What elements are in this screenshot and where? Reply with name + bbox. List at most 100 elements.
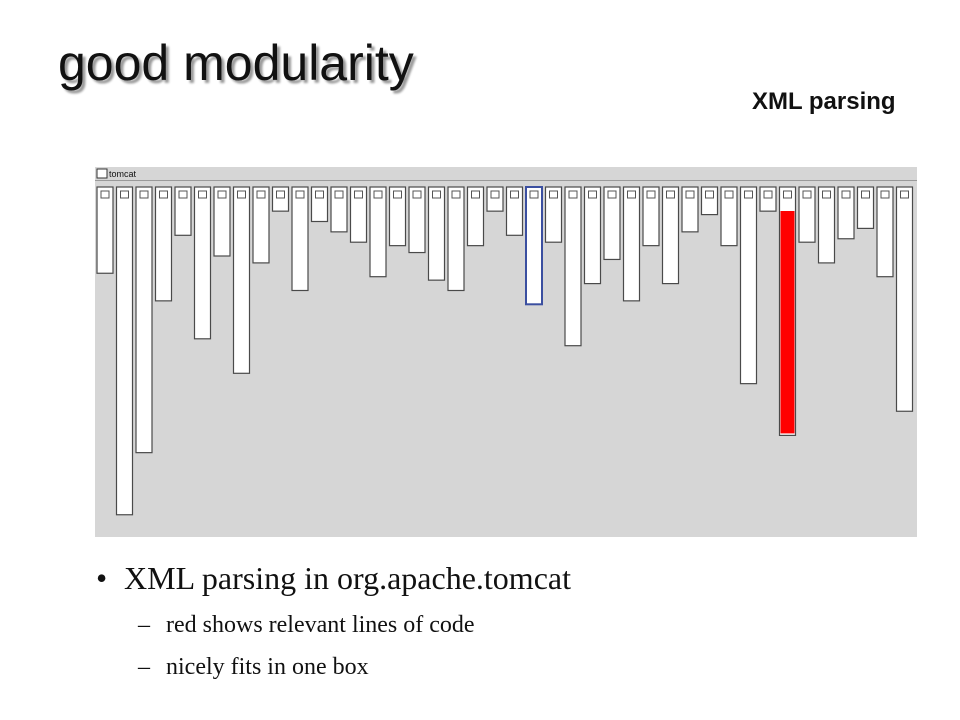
package-column[interactable] bbox=[135, 186, 153, 454]
package-folder-icon bbox=[529, 190, 539, 199]
package-bar bbox=[739, 186, 758, 385]
package-column[interactable] bbox=[856, 186, 875, 230]
package-folder-icon bbox=[471, 190, 480, 199]
package-column[interactable] bbox=[720, 186, 738, 247]
package-column[interactable] bbox=[447, 186, 465, 292]
sub-bullet: – red shows relevant lines of code bbox=[96, 610, 571, 640]
package-column[interactable] bbox=[525, 186, 543, 306]
package-bar bbox=[135, 186, 153, 454]
root-node-icon bbox=[96, 168, 108, 179]
package-column[interactable] bbox=[544, 186, 563, 243]
package-column[interactable] bbox=[388, 186, 407, 247]
package-column[interactable] bbox=[193, 186, 212, 340]
package-bar bbox=[798, 186, 816, 243]
package-folder-icon bbox=[841, 190, 851, 199]
package-bar bbox=[544, 186, 563, 243]
package-bar bbox=[525, 186, 543, 306]
package-column[interactable] bbox=[427, 186, 446, 281]
bullet-list: • XML parsing in org.apache.tomcat – red… bbox=[96, 558, 571, 682]
root-divider bbox=[95, 180, 917, 181]
package-column[interactable] bbox=[369, 186, 387, 278]
package-column[interactable] bbox=[759, 186, 777, 212]
package-column[interactable] bbox=[408, 186, 426, 254]
package-column[interactable] bbox=[271, 186, 290, 212]
package-column[interactable] bbox=[213, 186, 231, 257]
package-folder-icon bbox=[276, 190, 285, 199]
package-folder-icon bbox=[100, 190, 110, 199]
package-folder-icon bbox=[451, 190, 461, 199]
package-column[interactable] bbox=[96, 186, 114, 274]
package-bar bbox=[622, 186, 641, 302]
package-visualization: tomcat bbox=[95, 167, 917, 537]
package-column[interactable] bbox=[330, 186, 348, 233]
package-folder-icon bbox=[763, 190, 773, 199]
package-column[interactable] bbox=[876, 186, 894, 278]
package-folder-icon bbox=[822, 190, 831, 199]
sub-bullet-text: red shows relevant lines of code bbox=[166, 612, 475, 638]
package-folder-icon bbox=[393, 190, 402, 199]
package-bar bbox=[876, 186, 894, 278]
root-node-label: tomcat bbox=[109, 169, 137, 179]
package-bar bbox=[349, 186, 368, 243]
package-folder-icon bbox=[627, 190, 636, 199]
package-folder-icon bbox=[607, 190, 617, 199]
package-column[interactable] bbox=[700, 186, 719, 216]
package-bar bbox=[505, 186, 524, 236]
package-column[interactable] bbox=[603, 186, 621, 261]
package-folder-icon bbox=[237, 190, 246, 199]
package-column[interactable] bbox=[291, 186, 309, 292]
package-column[interactable] bbox=[583, 186, 602, 285]
bullet-main-text: XML parsing in org.apache.tomcat bbox=[124, 560, 571, 596]
sub-bullet-dash: – bbox=[138, 654, 150, 680]
package-folder-icon bbox=[588, 190, 597, 199]
package-folder-icon bbox=[490, 190, 500, 199]
package-folder-icon bbox=[510, 190, 519, 199]
slide-title: good modularity bbox=[58, 35, 414, 91]
package-bar bbox=[661, 186, 680, 285]
package-folder-icon bbox=[198, 190, 207, 199]
package-folder-icon bbox=[568, 190, 578, 199]
package-bar bbox=[252, 186, 270, 264]
package-column[interactable] bbox=[681, 186, 699, 233]
package-column[interactable] bbox=[115, 186, 134, 516]
package-column[interactable] bbox=[622, 186, 641, 302]
package-column[interactable] bbox=[837, 186, 855, 240]
package-column[interactable] bbox=[798, 186, 816, 243]
package-column[interactable] bbox=[232, 186, 251, 374]
package-folder-icon bbox=[802, 190, 812, 199]
package-column[interactable] bbox=[252, 186, 270, 264]
package-column[interactable] bbox=[349, 186, 368, 243]
package-bar bbox=[564, 186, 582, 347]
package-column[interactable] bbox=[778, 186, 797, 436]
bullet-dot: • bbox=[96, 560, 108, 596]
package-column[interactable] bbox=[642, 186, 660, 247]
package-column[interactable] bbox=[895, 186, 914, 412]
package-column[interactable] bbox=[486, 186, 504, 212]
package-folder-icon bbox=[315, 190, 324, 199]
package-folder-icon bbox=[159, 190, 168, 199]
root-node-header[interactable]: tomcat bbox=[96, 168, 137, 179]
package-column[interactable] bbox=[817, 186, 836, 264]
package-bar bbox=[388, 186, 407, 247]
sub-bullet: – nicely fits in one box bbox=[96, 652, 571, 682]
package-column[interactable] bbox=[739, 186, 758, 385]
package-bar bbox=[817, 186, 836, 264]
package-folder-icon bbox=[412, 190, 422, 199]
package-bar bbox=[154, 186, 173, 302]
bullet-main: • XML parsing in org.apache.tomcat bbox=[96, 558, 571, 598]
package-column[interactable] bbox=[466, 186, 485, 247]
package-folder-icon bbox=[217, 190, 227, 199]
package-folder-icon bbox=[724, 190, 734, 199]
package-column[interactable] bbox=[154, 186, 173, 302]
package-bar bbox=[427, 186, 446, 281]
relevant-code-highlight bbox=[780, 211, 795, 434]
package-column[interactable] bbox=[661, 186, 680, 285]
package-bar bbox=[115, 186, 134, 516]
package-column[interactable] bbox=[174, 186, 192, 236]
package-column[interactable] bbox=[310, 186, 329, 223]
package-folder-icon bbox=[549, 190, 558, 199]
package-bar bbox=[369, 186, 387, 278]
package-column[interactable] bbox=[564, 186, 582, 347]
package-bar bbox=[642, 186, 660, 247]
package-column[interactable] bbox=[505, 186, 524, 236]
